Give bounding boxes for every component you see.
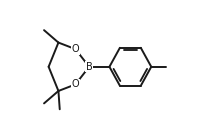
Text: B: B bbox=[86, 62, 93, 72]
Text: O: O bbox=[72, 44, 79, 54]
Text: O: O bbox=[72, 79, 79, 89]
